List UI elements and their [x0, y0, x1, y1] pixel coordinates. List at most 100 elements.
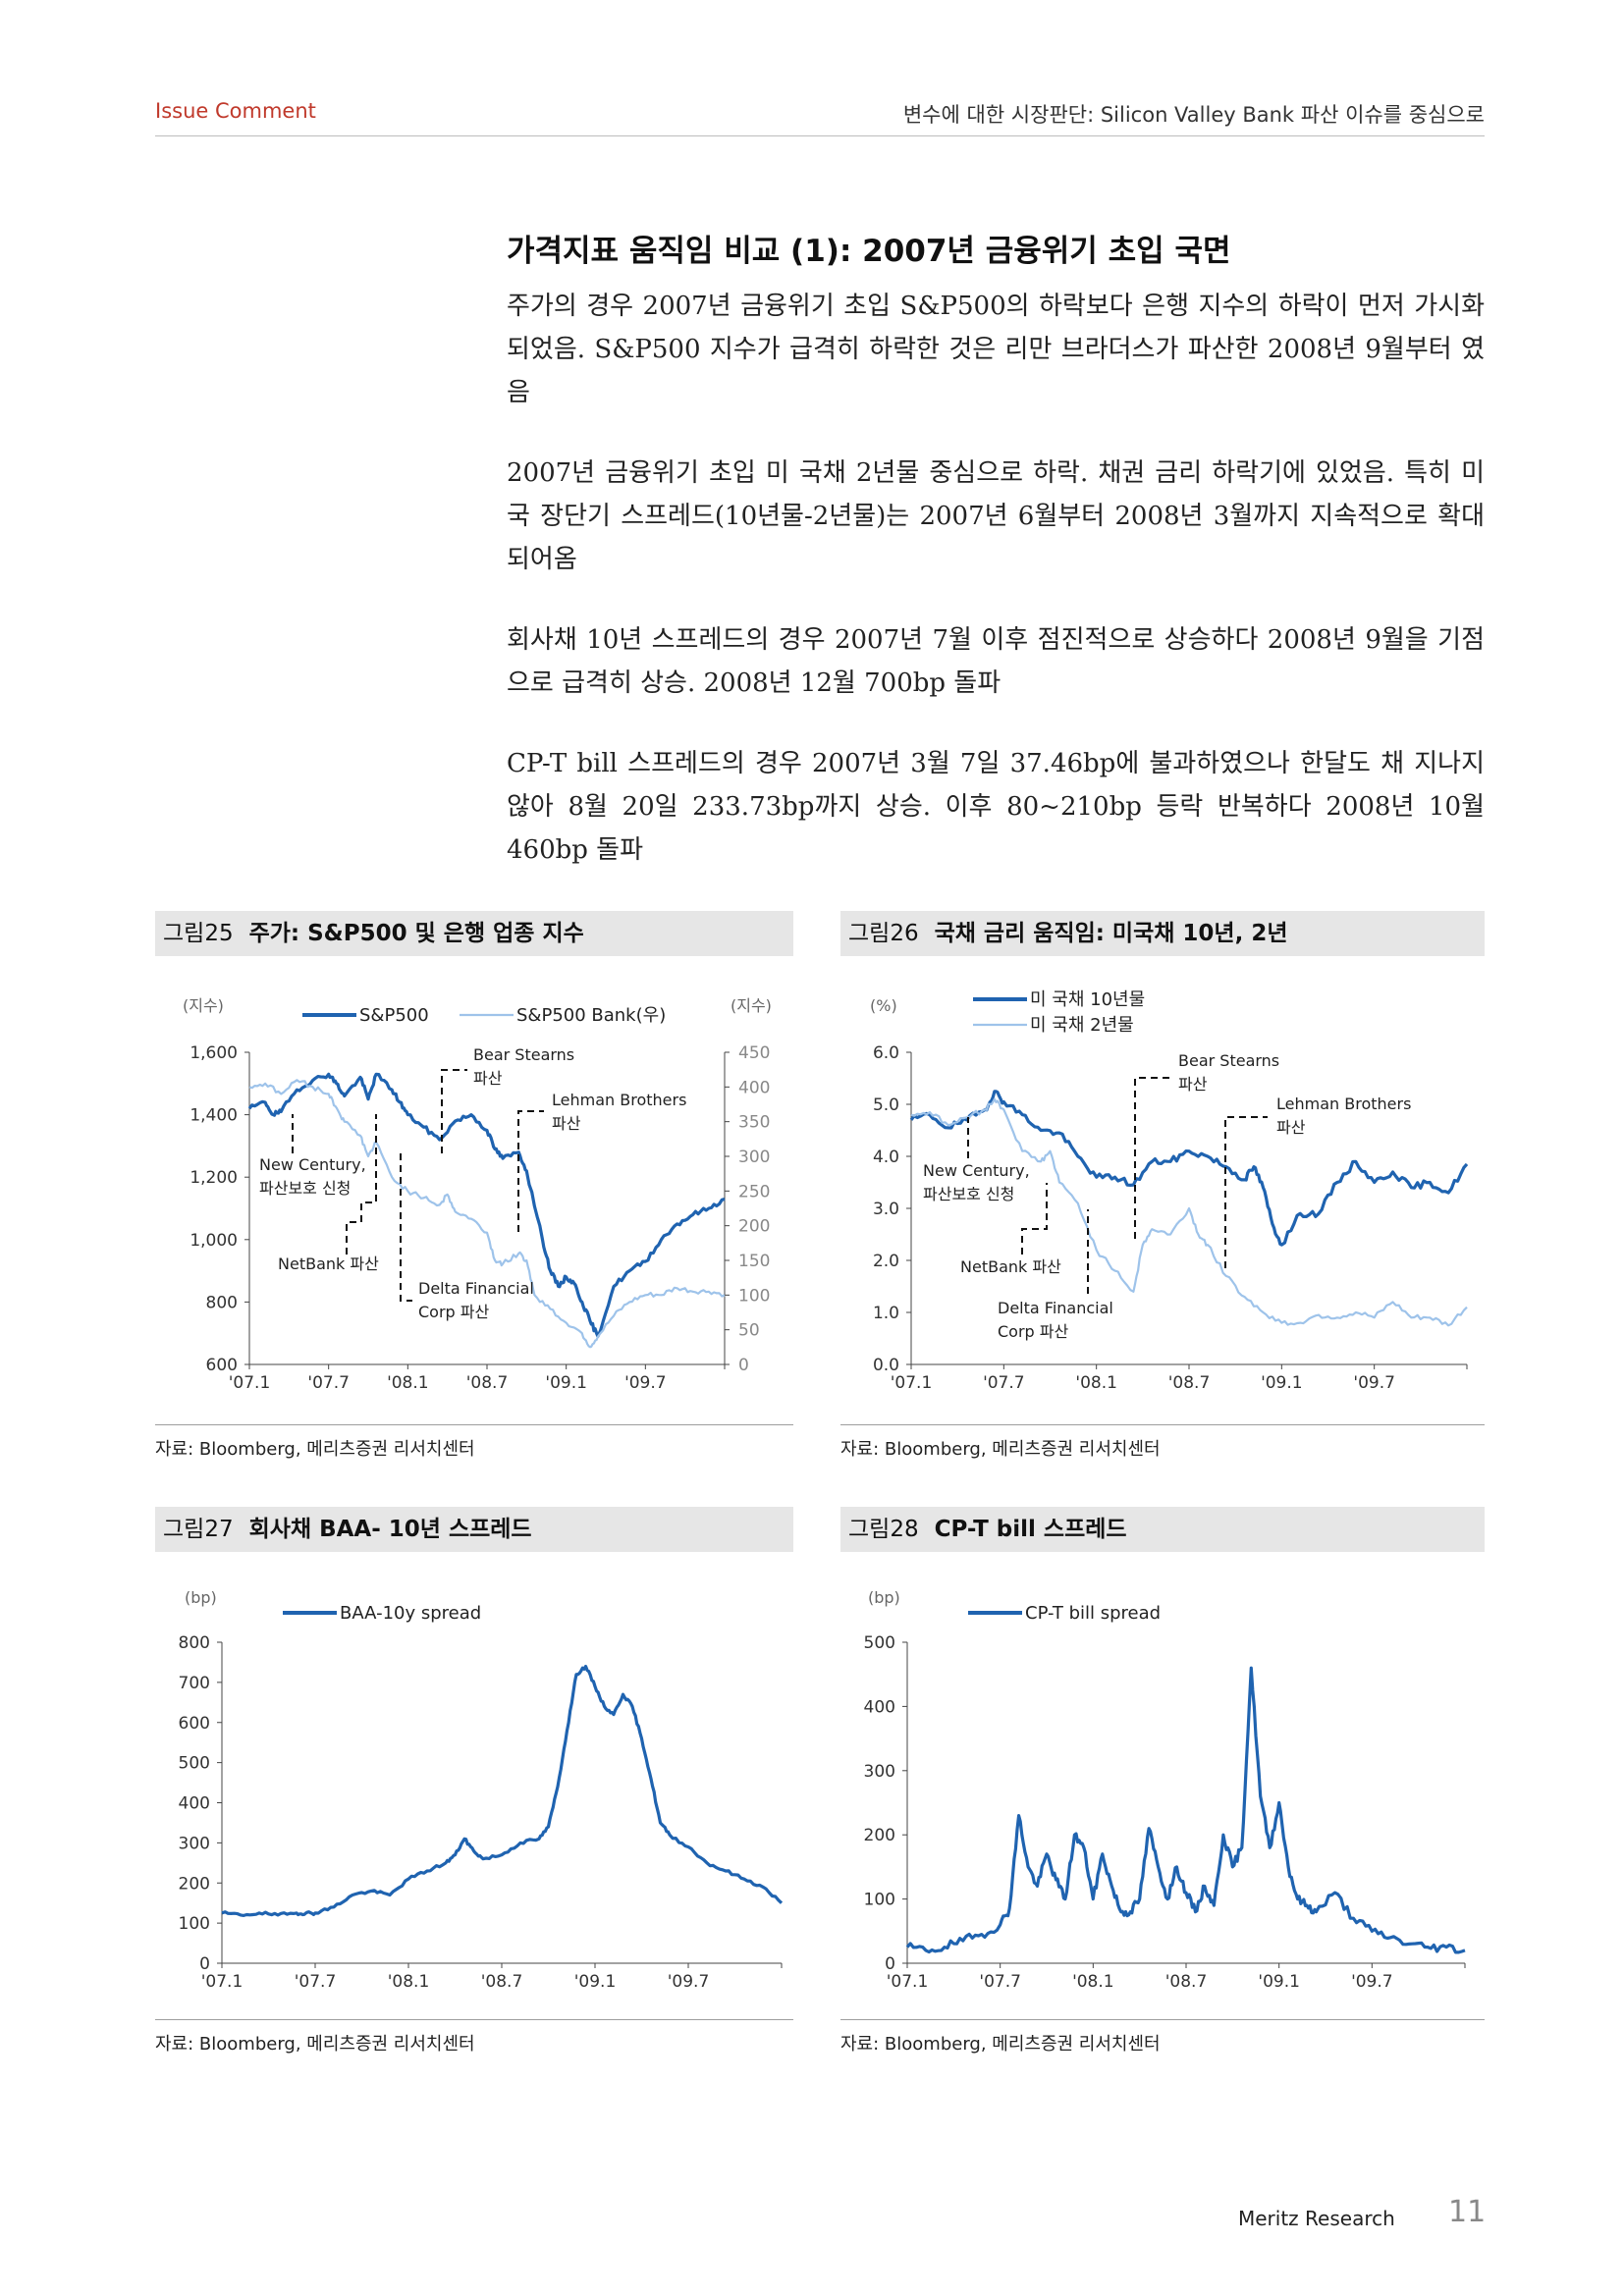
page-number: 11 [1448, 2195, 1487, 2229]
y-tick-label: 3.0 [873, 1200, 899, 1219]
legend-label: 미 국채 2년물 [1030, 1015, 1134, 1036]
legend-label: S&P500 [359, 1005, 429, 1026]
figure-26-header: 그림26 국채 금리 움직임: 미국채 10년, 2년 [840, 911, 1485, 956]
y-right-tick-label: 400 [738, 1078, 770, 1097]
annotation-label: 파산보호 신청 [923, 1185, 1014, 1203]
figure-27-header: 그림27 회사채 BAA- 10년 스프레드 [155, 1507, 793, 1552]
annotation-label: 파산 [552, 1114, 581, 1133]
series-line [248, 1079, 726, 1349]
y-tick-label: 1.0 [873, 1304, 899, 1323]
x-tick-label: '08.7 [481, 1972, 523, 1992]
annotation-leader [400, 1153, 412, 1302]
y-tick-label: 800 [179, 1633, 210, 1653]
x-tick-label: '07.7 [979, 1972, 1021, 1992]
figure-28-source: 자료: Bloomberg, 메리츠증권 리서치센터 [840, 2034, 1161, 2055]
x-tick-label: '08.7 [466, 1373, 509, 1393]
y-tick-label: 300 [179, 1834, 210, 1853]
x-tick-label: '07.7 [295, 1972, 337, 1992]
x-tick-label: '08.7 [1165, 1972, 1208, 1992]
figure-27-divider [155, 2019, 793, 2020]
x-tick-label: '09.1 [1261, 1373, 1303, 1393]
annotation-label: Bear Stearns [473, 1045, 574, 1064]
x-tick-label: '09.7 [624, 1373, 667, 1393]
x-tick-label: '09.7 [668, 1972, 710, 1992]
annotation-label: Corp 파산 [998, 1322, 1069, 1341]
figure-title: 회사채 BAA- 10년 스프레드 [248, 1517, 532, 1542]
x-tick-label: '07.7 [983, 1373, 1025, 1393]
x-tick-label: '09.1 [545, 1373, 587, 1393]
x-tick-label: '08.1 [1075, 1373, 1117, 1393]
header-right: 변수에 대한 시장판단: Silicon Valley Bank 파산 이슈를 … [902, 103, 1485, 127]
y-right-tick-label: 50 [738, 1321, 760, 1341]
x-tick-label: '07.1 [887, 1972, 929, 1992]
footer-brand: Meritz Research [1238, 2207, 1395, 2230]
figure-25-source: 자료: Bloomberg, 메리츠증권 리서치센터 [155, 1439, 475, 1460]
paragraph-4: CP-T bill 스프레드의 경우 2007년 3월 7일 37.46bp에 … [507, 749, 1485, 865]
y-right-tick-label: 350 [738, 1113, 770, 1133]
y-right-tick-label: 450 [738, 1043, 770, 1063]
y-tick-label: 100 [179, 1914, 210, 1934]
figure-title: 주가: S&P500 및 은행 업종 지수 [248, 921, 584, 946]
y-tick-label: 200 [864, 1826, 895, 1845]
y-right-tick-label: 150 [738, 1252, 770, 1271]
y-tick-label: 1,600 [189, 1043, 238, 1063]
y-tick-label: 4.0 [873, 1148, 899, 1167]
x-tick-label: '07.1 [201, 1972, 244, 1992]
annotation-leader [1021, 1183, 1048, 1255]
y-tick-label: 1,000 [189, 1231, 238, 1251]
x-tick-label: '07.1 [891, 1373, 933, 1393]
annotation-label: 파산 [1276, 1118, 1306, 1137]
figure-25-header: 그림25 주가: S&P500 및 은행 업종 지수 [155, 911, 793, 956]
x-tick-label: '07.7 [307, 1373, 350, 1393]
series-line [909, 1090, 1469, 1247]
annotation-leader [1134, 1077, 1174, 1239]
annotation-leader [441, 1069, 467, 1153]
figure-number: 그림28 [848, 1517, 919, 1542]
figure-title: CP-T bill 스프레드 [934, 1517, 1127, 1542]
figure-title: 국채 금리 움직임: 미국채 10년, 2년 [934, 921, 1288, 946]
series-line [905, 1666, 1466, 1954]
figure-28-header: 그림28 CP-T bill 스프레드 [840, 1507, 1485, 1552]
figure-number: 그림26 [848, 921, 919, 946]
x-tick-label: '08.1 [387, 1373, 429, 1393]
y-tick-label: 100 [864, 1891, 895, 1910]
y-tick-label: 2.0 [873, 1252, 899, 1271]
y-tick-label: 0 [885, 1954, 895, 1974]
annotation-label: Delta Financial [998, 1299, 1113, 1317]
figure-number: 그림25 [163, 921, 234, 946]
annotation-label: NetBank 파산 [960, 1257, 1061, 1276]
figure-27-source: 자료: Bloomberg, 메리츠증권 리서치센터 [155, 2034, 475, 2055]
annotation-label: 파산 [473, 1069, 503, 1088]
series-line [910, 1097, 1468, 1327]
y-tick-label: 200 [179, 1874, 210, 1894]
figure-number: 그림27 [163, 1517, 234, 1542]
paragraph-2: 2007년 금융위기 초입 미 국채 2년물 중심으로 하락. 채권 금리 하락… [507, 458, 1485, 574]
y-tick-label: 500 [179, 1754, 210, 1774]
annotation-label: 파산보호 신청 [259, 1179, 351, 1198]
y-right-tick-label: 0 [738, 1356, 749, 1375]
annotation-label: New Century, [923, 1161, 1030, 1180]
chart-cp-tbill-spread: 500 400 300 200 100 0 (bp) '07.1 '07.7 '08.1 '08.7… [864, 1588, 1466, 1992]
y-tick-label: 300 [864, 1762, 895, 1782]
y-right-tick-label: 250 [738, 1182, 770, 1201]
y-axis-unit: (bp) [868, 1588, 900, 1607]
y-tick-label: 6.0 [873, 1043, 899, 1063]
x-tick-label: '07.1 [229, 1373, 271, 1393]
x-tick-label: '08.7 [1168, 1373, 1211, 1393]
x-tick-label: '09.7 [1353, 1373, 1395, 1393]
annotation-label: 파산 [1178, 1075, 1208, 1094]
legend-label: CP-T bill spread [1025, 1603, 1161, 1624]
series-line [247, 1072, 726, 1338]
annotation-label: Delta Financial [418, 1279, 534, 1298]
y-right-tick-label: 300 [738, 1148, 770, 1167]
figure-28-divider [840, 2019, 1485, 2020]
paragraph-3: 회사채 10년 스프레드의 경우 2007년 7월 이후 점진적으로 상승하다 … [507, 625, 1485, 698]
y-axis-unit: (%) [870, 996, 897, 1015]
annotation-label: Bear Stearns [1178, 1051, 1279, 1070]
chart-sp500-bank: 1,600 1,400 1,200 1,000 800 600 (지수) 450 400 350 3… [183, 996, 772, 1393]
annotation-label: Lehman Brothers [552, 1091, 686, 1109]
header-left: Issue Comment [155, 99, 316, 123]
annotation-leader [1224, 1116, 1268, 1268]
y-tick-label: 400 [179, 1794, 210, 1814]
y-tick-label: 1,200 [189, 1168, 238, 1188]
